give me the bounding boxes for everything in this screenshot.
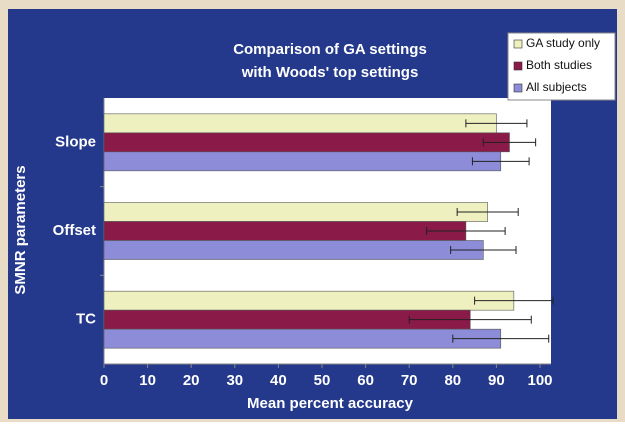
bar	[103, 240, 484, 260]
x-tick-label: 30	[226, 372, 243, 389]
error-bar	[482, 138, 537, 147]
legend-swatch	[513, 83, 523, 93]
legend-label: All subjects	[526, 80, 587, 94]
x-tick-label: 40	[270, 372, 287, 389]
y-tick-label: Slope	[55, 133, 96, 150]
bar	[103, 113, 497, 134]
x-tick-label: 0	[100, 372, 108, 389]
x-tick-label: 50	[314, 372, 331, 389]
chart-title: Comparison of GA settings	[233, 41, 427, 58]
x-tick-label: 90	[488, 372, 505, 389]
y-axis-label: SMNR parameters	[12, 165, 29, 294]
x-tick-label: 60	[357, 372, 374, 389]
y-tick-label: Offset	[53, 222, 96, 239]
x-tick-label: 10	[139, 372, 156, 389]
y-tick-label: TC	[76, 311, 96, 328]
x-tick-label: 100	[527, 372, 552, 389]
bar	[103, 132, 510, 153]
error-bar	[465, 119, 528, 128]
error-bar	[408, 315, 532, 324]
bar	[103, 328, 502, 349]
error-bar	[474, 296, 554, 305]
x-axis-label: Mean percent accuracy	[247, 395, 414, 412]
error-bar	[450, 246, 517, 254]
error-bar	[426, 227, 506, 235]
chart-title: with Woods' top settings	[241, 64, 419, 81]
legend-swatch	[513, 39, 523, 49]
bar	[103, 202, 488, 222]
x-tick-label: 80	[444, 372, 461, 389]
x-tick-label: 70	[401, 372, 418, 389]
legend-swatch	[513, 61, 523, 71]
bar	[103, 151, 502, 172]
error-bar	[452, 334, 550, 343]
bar	[103, 290, 515, 311]
legend-label: Both studies	[526, 58, 592, 72]
legend-label: GA study only	[526, 36, 600, 50]
error-bar	[456, 208, 519, 216]
error-bar	[471, 157, 530, 166]
legend	[507, 32, 616, 101]
x-tick-label: 20	[183, 372, 200, 389]
bar	[103, 221, 467, 241]
